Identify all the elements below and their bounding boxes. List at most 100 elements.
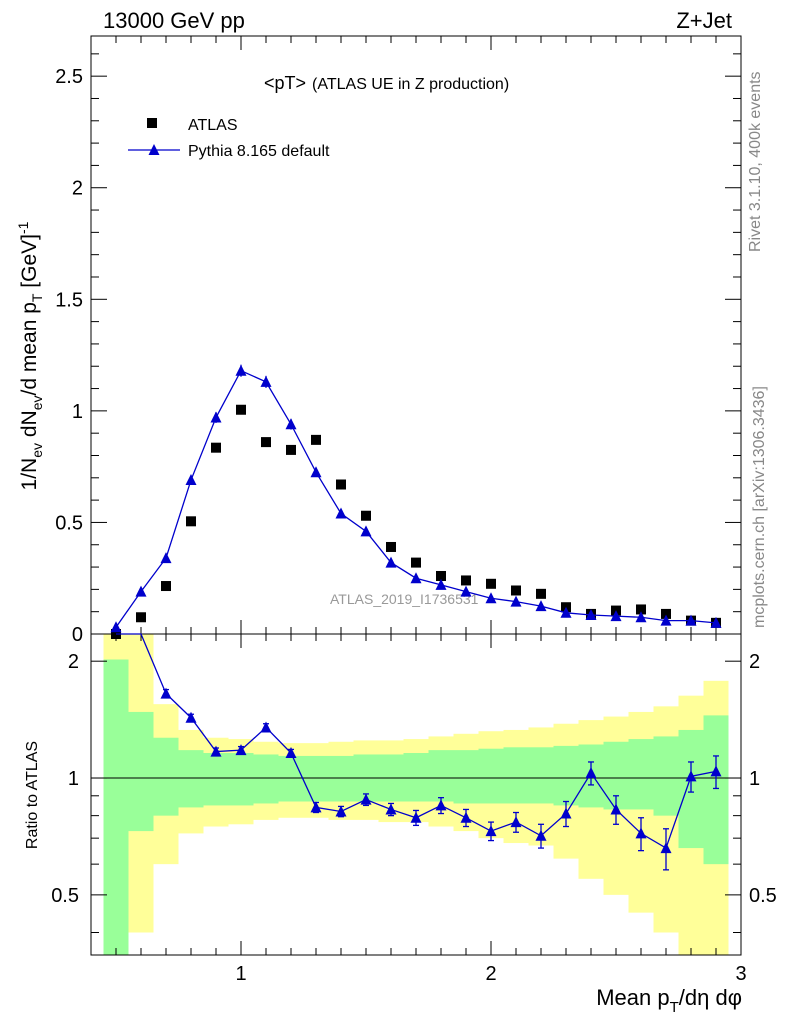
ratio-data-point [335, 805, 347, 817]
pythia-data-point [360, 525, 372, 537]
ratio-data-point [210, 745, 222, 757]
atlas-data-point [511, 585, 521, 596]
ratio-band-inner [478, 748, 504, 804]
atlas-data-point [311, 434, 321, 445]
y-label-p2: dN [18, 410, 41, 443]
y-label-p4: /d mean p [18, 302, 41, 395]
y-label-p5: T [29, 293, 45, 302]
ratio-y-tick-label-right: 0.5 [749, 885, 777, 907]
atlas-data-point [486, 578, 496, 589]
ratio-data-point [185, 711, 197, 723]
pythia-data-point [435, 578, 447, 590]
ratio-data-point [635, 827, 647, 839]
ratio-data-point [610, 803, 622, 815]
ratio-data-point [360, 793, 372, 805]
ratio-data-point [535, 829, 547, 841]
atlas-data-point [236, 404, 246, 415]
pythia-data-point [385, 556, 397, 568]
x-tick-label: 3 [735, 963, 746, 985]
y-label-p6: [GeV] [18, 234, 41, 294]
ratio-y-axis-label: Ratio to ATLAS [24, 741, 41, 849]
atlas-data-point [211, 442, 221, 453]
pythia-data-point [285, 418, 297, 430]
ratio-data-point [285, 747, 297, 759]
legend-atlas-marker [147, 118, 157, 128]
ratio-data-point [235, 744, 247, 756]
ratio-data-point [560, 807, 572, 819]
atlas-data-point [386, 541, 396, 552]
atlas-data-point [661, 608, 671, 619]
ratio-data-point [710, 765, 722, 777]
ratio-data-point [460, 811, 472, 823]
atlas-data-point [286, 444, 296, 455]
pythia-data-point [185, 474, 197, 486]
atlas-data-point [536, 588, 546, 599]
y-label-p3: ev [29, 395, 45, 410]
header-right: Z+Jet [676, 8, 732, 33]
ratio-data-point [410, 811, 422, 823]
ratio-band-inner [503, 747, 529, 804]
x-tick-label: 1 [235, 963, 246, 985]
pythia-data-point [660, 614, 672, 626]
legend-atlas-label: ATLAS [188, 117, 238, 134]
header-left: 13000 GeV pp [103, 8, 245, 33]
ratio-band-inner [328, 755, 354, 802]
ratio-y-tick-label-left: 1 [68, 768, 79, 790]
ratio-band-inner [128, 711, 154, 832]
x-axis-label: Mean pT/dη dφ [596, 985, 742, 1016]
atlas-data-point [636, 604, 646, 615]
y-tick-label: 0 [72, 624, 83, 646]
pythia-data-point [260, 375, 272, 387]
ratio-plot-marks [116, 633, 722, 871]
pythia-data-point [485, 592, 497, 604]
ratio-data-point [685, 770, 697, 782]
atlas-data-point [411, 557, 421, 568]
ratio-band-inner [228, 753, 254, 806]
y-tick-label: 2 [72, 178, 83, 200]
ratio-band-inner [528, 747, 554, 804]
x-axis-label-part1: Mean p [596, 985, 669, 1010]
x-axis-label-part2: /dη dφ [679, 985, 742, 1010]
pythia-data-point [210, 411, 222, 423]
ratio-band-inner [253, 754, 279, 804]
ratio-y-tick-label-right: 2 [749, 651, 760, 673]
y-tick-label: 0.5 [55, 512, 83, 534]
ratio-band-inner [453, 750, 479, 804]
main-plot-marks [110, 364, 722, 639]
pythia-data-point [160, 552, 172, 564]
ratio-band-inner [428, 750, 454, 802]
y-axis-label: 1/Nev dNev/d mean pT [GeV]-1 [15, 221, 45, 490]
ratio-band-inner [153, 737, 179, 816]
atlas-data-point [436, 570, 446, 581]
ratio-band-inner [103, 659, 129, 955]
ratio-bands [103, 634, 729, 955]
pythia-data-point [110, 621, 122, 633]
ratio-band-inner [303, 755, 329, 802]
pythia-data-point [335, 507, 347, 519]
atlas-data-point [336, 479, 346, 490]
pythia-data-point [685, 614, 697, 626]
ratio-band-inner [178, 750, 204, 808]
atlas-data-point [186, 516, 196, 527]
pythia-data-point [635, 611, 647, 623]
atlas-data-point [136, 612, 146, 623]
ratio-band-inner [403, 753, 429, 802]
pythia-data-point [460, 585, 472, 597]
ratio-y-tick-label-left: 2 [68, 651, 79, 673]
pythia-data-point [535, 600, 547, 612]
y-label-p7: -1 [15, 221, 31, 234]
ratio-y-tick-label-right: 1 [749, 768, 760, 790]
ratio-band-inner [553, 745, 579, 806]
ratio-data-point [260, 721, 272, 733]
ratio-y-tick-label-left: 0.5 [51, 885, 79, 907]
chart-title: <pT> (ATLAS UE in Z production) [264, 73, 509, 93]
y-label-p0: 1/N [18, 458, 41, 491]
atlas-data-point [361, 510, 371, 521]
y-tick-label: 2.5 [55, 66, 83, 88]
ratio-data-point [435, 799, 447, 811]
pythia-data-point [710, 616, 722, 628]
legend-mc-label: Pythia 8.165 default [188, 143, 330, 160]
ratio-data-point [510, 816, 522, 828]
y-tick-label: 1 [72, 401, 83, 423]
